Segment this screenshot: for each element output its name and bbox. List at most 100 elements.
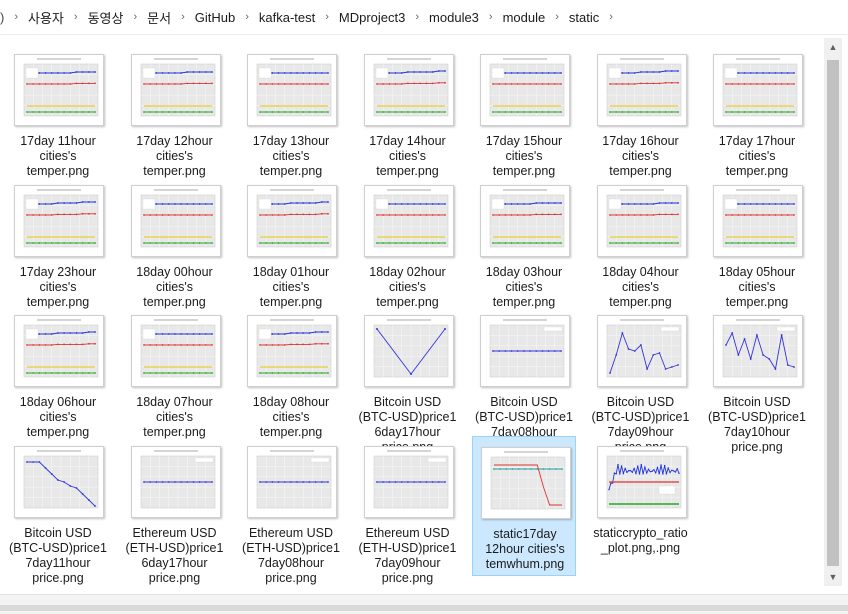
thumbnail-chart-icon: [597, 316, 686, 386]
file-name-line: temper.png: [492, 164, 556, 178]
file-item[interactable]: 18day 07hour cities's temper.png: [123, 305, 227, 445]
file-item[interactable]: staticcrypto_ratio _plot.png,.png: [589, 436, 693, 576]
breadcrumb-chevron-icon[interactable]: ›: [325, 11, 329, 23]
file-name-line: Bitcoin USD: [490, 395, 558, 409]
file-name-label: 17day 12hour cities's temper.png: [123, 134, 227, 179]
file-name-line: (BTC-USD)price1: [9, 540, 107, 555]
file-name-line: 7day11hour: [25, 555, 91, 570]
file-item[interactable]: Bitcoin USD(BTC-USD)price17day08hourpric…: [472, 305, 576, 454]
file-item[interactable]: 18day 08hour cities's temper.png: [239, 305, 343, 445]
scrollbar-thumb[interactable]: [827, 60, 839, 566]
file-item[interactable]: static17day 12hour cities's temwhum.png: [472, 435, 576, 576]
file-name-line: price.png: [32, 570, 84, 585]
file-item[interactable]: 18day 04hour cities's temper.png: [589, 175, 693, 315]
breadcrumb-item[interactable]: MDproject3: [338, 9, 406, 25]
file-name-line: temper.png: [259, 164, 323, 178]
file-name-line: cities's: [155, 149, 194, 163]
file-name-label: Bitcoin USD(BTC-USD)price17day09hourpric…: [589, 395, 693, 455]
file-thumbnail: [596, 184, 687, 257]
scroll-up-arrow-icon[interactable]: ▲: [828, 42, 838, 52]
file-item[interactable]: Bitcoin USD (BTC-USD)price1 7day10hour pric…: [705, 305, 809, 454]
file-name-line: temper.png: [725, 164, 789, 178]
file-name-line: temper.png: [26, 294, 90, 309]
file-name-line: temper.png: [259, 425, 323, 439]
breadcrumb-item[interactable]: GitHub: [194, 9, 236, 25]
file-item[interactable]: Ethereum USD (ETH-USD)price1 6day17hour pri…: [123, 436, 227, 585]
file-name-label: 18day 06hour cities's temper.png: [6, 395, 110, 440]
breadcrumb-chevron-icon[interactable]: ›: [609, 11, 613, 23]
file-name-line: Ethereum USD: [132, 525, 217, 540]
thumbnail-chart-icon: [131, 55, 220, 125]
thumbnail-chart-icon: [364, 316, 453, 386]
breadcrumb-overflow[interactable]: ): [0, 9, 5, 25]
breadcrumb-chevron-icon[interactable]: ›: [73, 11, 78, 23]
file-name-line: cities's: [39, 279, 77, 294]
file-name-label: 18day 01hour cities's temper.png: [239, 265, 343, 310]
file-item[interactable]: 17day 14hour cities's temper.png: [356, 44, 460, 184]
thumbnail-chart-icon: [481, 316, 569, 386]
file-name-label: Ethereum USD (ETH-USD)price1 7day08hour pri…: [239, 526, 343, 586]
breadcrumb-item[interactable]: 사용자: [28, 10, 64, 26]
file-thumbnail: [363, 54, 454, 126]
thumbnail-chart-icon: [597, 55, 686, 125]
file-name-line: Bitcoin USD: [723, 395, 791, 409]
scroll-down-arrow-icon[interactable]: ▼: [828, 572, 838, 582]
breadcrumb-item[interactable]: module: [502, 9, 546, 25]
breadcrumb-chevron-icon[interactable]: ›: [245, 11, 249, 23]
file-item[interactable]: Ethereum USD (ETH-USD)price1 7day09hour pri…: [356, 436, 460, 585]
file-name-line: temper.png: [143, 425, 206, 439]
file-item[interactable]: 17day 11hour cities's temper.png: [6, 44, 110, 184]
file-name-line: staticcrypto_ratio: [593, 525, 688, 540]
file-name-line: cities's: [272, 279, 310, 294]
file-name-line: Bitcoin USD: [373, 395, 442, 409]
file-item[interactable]: Ethereum USD (ETH-USD)price1 7day08hour pri…: [239, 436, 343, 585]
breadcrumb-item[interactable]: kafka-test: [258, 9, 316, 25]
file-name-line: 18day 03hour: [485, 264, 563, 279]
file-name-line: 17day 11hour: [20, 134, 96, 148]
breadcrumb-item[interactable]: module3: [429, 9, 479, 25]
file-item[interactable]: 18day 03hour cities's temper.png: [472, 175, 576, 315]
file-name-line: cities's: [738, 279, 776, 294]
file-name-line: 18day 02hour: [369, 264, 446, 279]
file-name-label: 18day 02hour cities's temper.png: [356, 265, 460, 310]
file-item[interactable]: 18day 05hour cities's temper.png: [705, 175, 809, 315]
file-item[interactable]: Bitcoin USD(BTC-USD)price16day17hourpric…: [356, 305, 460, 454]
file-name-label: 18day 04hour cities's temper.png: [589, 265, 693, 310]
thumbnail-chart-icon: [248, 316, 336, 386]
breadcrumb-chevron-icon[interactable]: ›: [488, 11, 493, 23]
breadcrumb-chevron-icon[interactable]: ›: [133, 11, 138, 23]
file-thumbnail: [14, 315, 104, 387]
breadcrumb-chevron-icon[interactable]: ›: [14, 11, 19, 23]
file-item[interactable]: 18day 02hour cities's temper.png: [356, 175, 460, 315]
file-name-line: price.png: [381, 570, 434, 585]
file-item[interactable]: Bitcoin USD(BTC-USD)price17day09hourpric…: [589, 305, 693, 454]
file-item[interactable]: 17day 17hour cities's temper.png: [705, 44, 809, 184]
file-item[interactable]: 17day 15hour cities's temper.png: [472, 44, 576, 184]
horizontal-scrollbar[interactable]: [0, 605, 848, 611]
breadcrumb-chevron-icon[interactable]: ›: [555, 11, 559, 23]
file-item[interactable]: 18day 01hour cities's temper.png: [239, 175, 343, 315]
thumbnail-chart-icon: [15, 316, 103, 386]
file-item[interactable]: 18day 06hour cities's temper.png: [6, 305, 110, 445]
file-item[interactable]: 18day 00hour cities's temper.png: [123, 175, 227, 315]
file-name-line: (BTC-USD)price1: [358, 410, 457, 424]
file-name-line: _plot.png,.png: [600, 540, 681, 555]
file-item[interactable]: 17day 16hour cities's temper.png: [589, 44, 693, 184]
address-bar[interactable]: ) › 사용자 › 동영상 › 문서 › GitHub › kafka-test › MDproject…: [0, 0, 848, 35]
file-name-line: cities's: [388, 149, 427, 163]
breadcrumb-chevron-icon[interactable]: ›: [415, 11, 420, 23]
breadcrumb-chevron-icon[interactable]: ›: [181, 11, 185, 23]
file-name-label: 18day 08hour cities's temper.png: [239, 395, 343, 440]
breadcrumb-item[interactable]: 동영상: [87, 10, 124, 26]
thumbnail-chart-icon: [131, 446, 220, 517]
file-item[interactable]: 17day 13hour cities's temper.png: [239, 44, 343, 184]
file-item[interactable]: 17day 23hour cities's temper.png: [6, 175, 110, 315]
breadcrumb-item[interactable]: static: [568, 9, 600, 25]
file-item[interactable]: Bitcoin USD (BTC-USD)price1 7day11hour pric…: [6, 436, 110, 585]
file-name-line: 18day 06hour: [19, 395, 97, 409]
breadcrumb-item[interactable]: 문서: [147, 10, 172, 26]
vertical-scrollbar[interactable]: ▲ ▼: [824, 38, 842, 586]
status-bar: [0, 594, 848, 614]
file-name-line: 18day 05hour: [718, 264, 796, 279]
file-item[interactable]: 17day 12hour cities's temper.png: [123, 44, 227, 184]
